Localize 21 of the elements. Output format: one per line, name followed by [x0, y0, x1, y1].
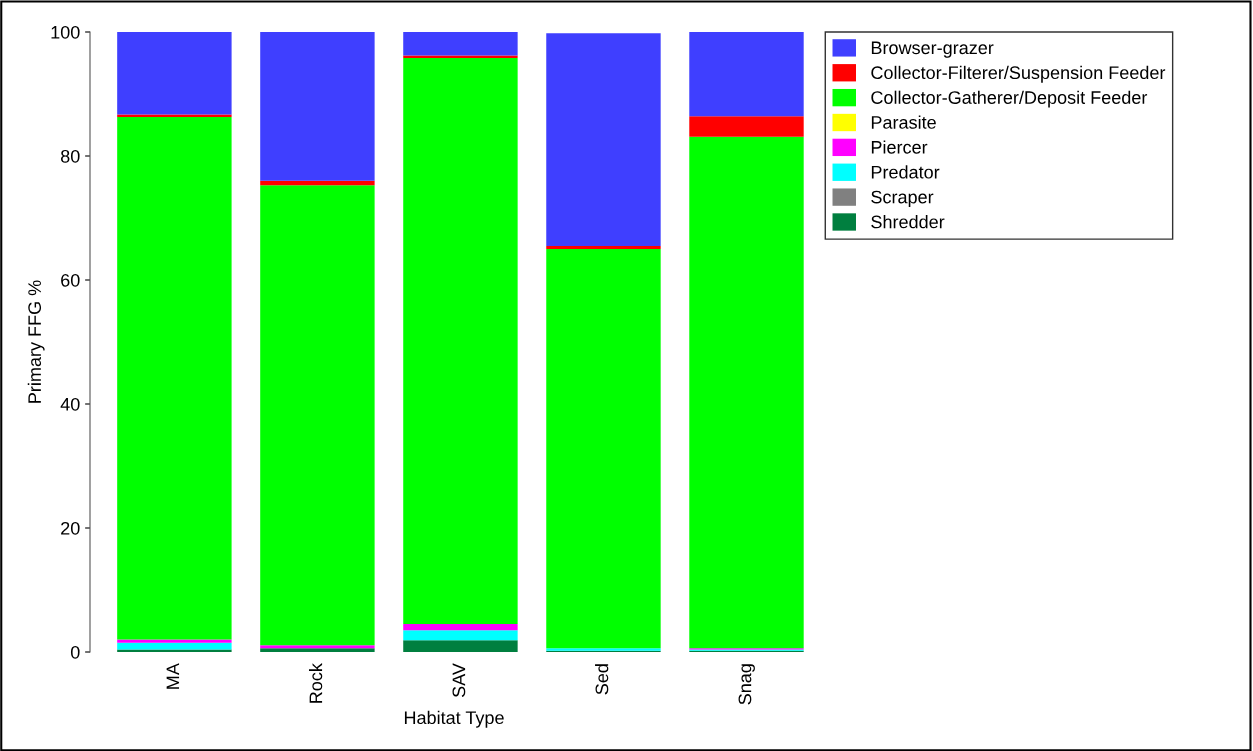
y-tick-label: 40: [60, 397, 80, 411]
y-tick-label: 0: [70, 645, 80, 659]
x-tick-label: Rock: [309, 663, 323, 703]
legend-label: Collector-Filterer/Suspension Feeder: [871, 65, 1166, 83]
legend-label: Collector-Gatherer/Deposit Feeder: [871, 90, 1148, 108]
legend-label: Scraper: [871, 190, 934, 207]
x-tick-label: Snag: [738, 664, 755, 705]
legend-label: Parasite: [871, 115, 936, 129]
legend-label: Predator: [871, 165, 940, 179]
y-tick-label: 80: [60, 149, 80, 163]
y-axis-title: Primary FFG %: [27, 280, 45, 403]
y-tick-label: 60: [61, 273, 80, 287]
x-axis-title: Habitat Type: [404, 710, 504, 728]
legend-label: Shredder: [871, 215, 945, 229]
x-tick-label: SAV: [452, 663, 466, 698]
x-tick-label: MA: [166, 663, 180, 689]
x-tick-label: Sed: [595, 664, 609, 695]
y-tick-label: 100: [51, 25, 80, 39]
legend-label: Browser-grazer: [871, 41, 994, 58]
legend-label: Piercer: [871, 140, 928, 154]
y-tick-label: 20: [61, 521, 80, 535]
